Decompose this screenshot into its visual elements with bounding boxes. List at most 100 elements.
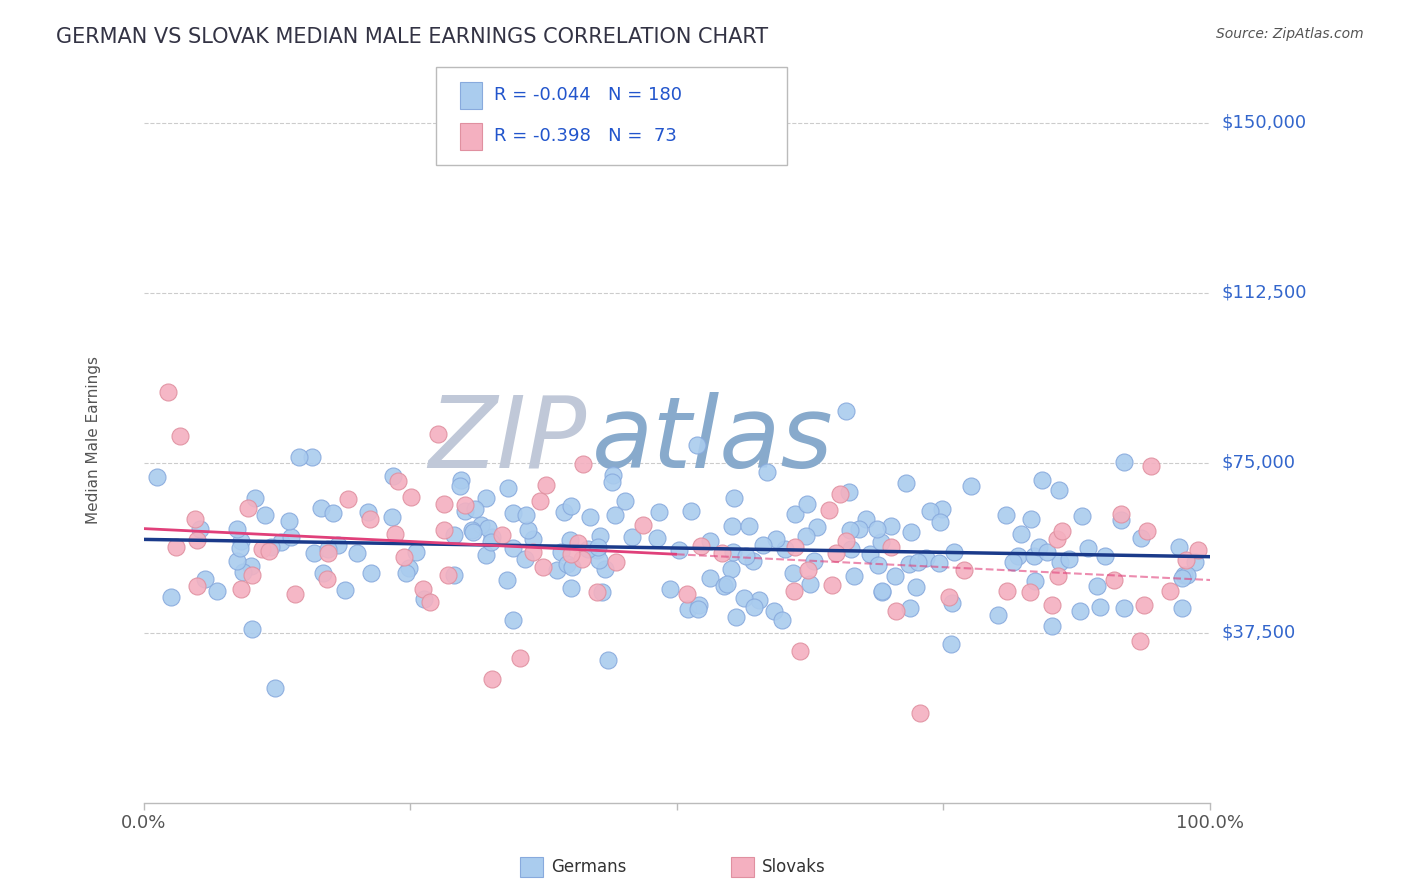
Point (713, 579, 735, 593)
Point (744, 600, 766, 615)
Point (405, 545, 427, 559)
Point (491, 528, 513, 542)
Point (603, 508, 626, 522)
Point (157, 384, 180, 399)
Point (866, 522, 889, 536)
Point (186, 533, 208, 548)
Point (752, 538, 775, 552)
Point (357, 505, 380, 519)
Point (755, 465, 778, 479)
Point (1173, 567, 1195, 582)
Point (839, 542, 862, 557)
Text: $37,500: $37,500 (1222, 624, 1295, 641)
Point (502, 506, 524, 520)
Point (312, 566, 335, 580)
Point (848, 522, 870, 536)
Point (941, 637, 963, 651)
Point (475, 548, 498, 562)
Point (900, 524, 922, 539)
Point (498, 481, 520, 495)
Point (477, 521, 499, 535)
Point (953, 563, 976, 577)
Point (668, 543, 690, 558)
Point (765, 533, 787, 547)
Point (146, 470, 169, 484)
Point (959, 479, 981, 493)
Point (773, 541, 796, 556)
Text: GERMAN VS SLOVAK MEDIAN MALE EARNINGS CORRELATION CHART: GERMAN VS SLOVAK MEDIAN MALE EARNINGS CO… (56, 27, 768, 46)
Point (382, 469, 405, 483)
Point (1129, 634, 1152, 648)
Point (529, 493, 551, 508)
Point (763, 604, 786, 618)
Point (870, 535, 893, 549)
Point (1085, 579, 1108, 593)
Point (589, 529, 612, 543)
Point (433, 523, 456, 537)
Point (928, 556, 950, 570)
Point (316, 573, 339, 587)
Point (188, 521, 211, 535)
Point (994, 508, 1017, 523)
Point (1047, 483, 1070, 497)
Point (257, 543, 280, 558)
Point (866, 558, 889, 573)
Point (1171, 600, 1194, 615)
Point (553, 505, 575, 519)
Point (461, 524, 484, 539)
Y-axis label: Median Male Earnings: Median Male Earnings (86, 356, 101, 524)
Point (908, 706, 931, 721)
Point (229, 541, 252, 555)
Point (579, 510, 602, 524)
Point (495, 573, 517, 587)
Point (555, 558, 578, 572)
Point (725, 610, 748, 624)
Text: R = -0.044   N = 180: R = -0.044 N = 180 (494, 87, 682, 104)
Point (254, 508, 277, 522)
Point (398, 560, 420, 574)
Point (1057, 552, 1080, 566)
Point (591, 585, 613, 599)
Point (928, 515, 950, 529)
Point (588, 553, 610, 567)
Point (741, 554, 763, 568)
Point (436, 567, 458, 582)
Point (280, 530, 302, 544)
Point (205, 583, 228, 598)
Point (699, 571, 721, 585)
Point (1022, 549, 1045, 563)
Point (828, 486, 851, 500)
Point (572, 457, 595, 471)
Point (1042, 619, 1064, 633)
Point (522, 532, 544, 546)
Point (336, 491, 359, 506)
Point (250, 541, 273, 556)
Point (165, 541, 187, 555)
Point (531, 559, 554, 574)
Point (884, 568, 907, 582)
Point (184, 511, 207, 525)
Point (571, 552, 593, 566)
Point (783, 583, 806, 598)
Point (264, 681, 287, 695)
Point (270, 535, 292, 549)
Point (360, 566, 382, 580)
Point (1069, 604, 1091, 618)
Point (433, 497, 456, 511)
Point (454, 504, 477, 518)
Point (585, 543, 607, 558)
Point (1031, 473, 1053, 487)
Point (1187, 542, 1209, 557)
Point (710, 546, 733, 560)
Point (884, 604, 907, 618)
Point (1136, 524, 1159, 538)
Point (596, 653, 619, 667)
Point (160, 590, 183, 604)
Point (675, 587, 697, 601)
Point (1010, 526, 1032, 541)
Point (648, 505, 671, 519)
Point (169, 429, 191, 443)
Text: $112,500: $112,500 (1222, 284, 1306, 301)
Point (260, 541, 283, 555)
Point (443, 528, 465, 542)
